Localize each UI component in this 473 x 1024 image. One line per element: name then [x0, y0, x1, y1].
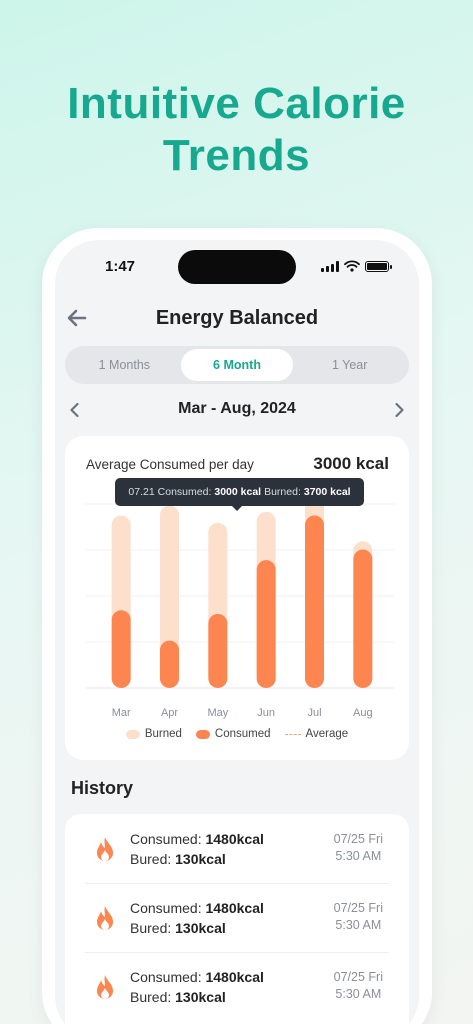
legend-burned-label: Burned [144, 728, 182, 740]
history-time: 5:30 AM [335, 849, 382, 863]
history-burned-label: Bured: [130, 920, 172, 936]
history-item-text: Consumed: 1480kcal Bured: 130kcal [130, 829, 264, 869]
history-item[interactable]: Consumed: 1480kcal Bured: 130kcal 07/25 … [65, 883, 409, 952]
tab-6-month[interactable]: 6 Month [180, 349, 294, 381]
tab-1-year[interactable]: 1 Year [331, 358, 368, 372]
phone-screen: 1:47 Energy Balanced 1 Months 6 Month 1 … [55, 240, 419, 1024]
bar-consumed-jul[interactable] [305, 515, 324, 689]
average-consumed-label: Average Consumed per day [86, 457, 254, 472]
flame-icon [97, 906, 113, 930]
back-arrow-icon[interactable] [65, 306, 89, 330]
status-icons [321, 260, 392, 272]
x-tick-label-aug: Aug [353, 707, 373, 719]
history-item-datetime: 07/25 Fri 5:30 AM [334, 831, 383, 865]
history-burned-label: Bured: [130, 851, 172, 867]
history-burned-label: Bured: [130, 989, 172, 1005]
history-title: History [71, 778, 134, 798]
bar-consumed-jun[interactable] [256, 560, 276, 688]
history-burned-value: 130kcal [175, 920, 226, 936]
history-burned-value: 130kcal [175, 851, 226, 867]
hero-title-line-2: Trends [162, 131, 311, 180]
history-list: Consumed: 1480kcal Bured: 130kcal 07/25 … [65, 814, 409, 1024]
chart-card: Average Consumed per day 3000 kcal Mar Ap… [65, 436, 409, 760]
history-item-datetime: 07/25 Fri 5:30 AM [334, 900, 383, 934]
tooltip-consumed-value: 3000 kcal [214, 486, 262, 498]
hero-title-line-1: Intuitive Calorie [67, 79, 406, 128]
average-consumed-value: 3000 kcal [313, 454, 389, 473]
x-tick-label-may: May [207, 707, 228, 719]
history-date: 07/25 Fri [333, 970, 383, 984]
bar-consumed-mar[interactable] [111, 610, 131, 688]
flame-icon [97, 837, 113, 861]
history-consumed-value: 1480kcal [205, 831, 264, 847]
history-time: 5:30 AM [335, 918, 382, 932]
tab-1-months[interactable]: 1 Months [98, 358, 151, 372]
legend-average-swatch [284, 733, 301, 735]
flame-icon [97, 975, 113, 999]
status-time: 1:47 [105, 258, 136, 275]
wifi-icon [344, 260, 360, 272]
legend-consumed: Consumed [195, 728, 271, 740]
x-tick-label-mar: Mar [112, 707, 131, 719]
history-time: 5:30 AM [335, 987, 382, 1001]
tooltip-consumed-label: Consumed: [157, 486, 212, 498]
legend-average: Average [284, 728, 349, 740]
x-tick-label-jul: Jul [307, 707, 321, 719]
history-burned-value: 130kcal [175, 989, 226, 1005]
history-item[interactable]: Consumed: 1480kcal Bured: 130kcal 07/25 … [65, 952, 409, 1021]
history-consumed-label: Consumed: [130, 900, 202, 916]
battery-icon [365, 260, 392, 272]
history-consumed-value: 1480kcal [205, 969, 264, 985]
x-tick-label-apr: Apr [161, 707, 178, 719]
history-date: 07/25 Fri [333, 832, 383, 846]
legend-consumed-label: Consumed [214, 728, 271, 740]
chevron-left-icon[interactable] [65, 400, 85, 420]
date-range-label: Mar - Aug, 2024 [178, 400, 296, 417]
bar-consumed-may[interactable] [208, 613, 228, 688]
chart-tooltip: 07.21 Consumed: 3000 kcal Burned: 3700 k… [115, 478, 364, 511]
tooltip-burned-value: 3700 kcal [303, 486, 351, 498]
history-item[interactable]: Consumed: 1480kcal Bured: 130kcal 07/25 … [65, 814, 409, 883]
hero-title: Intuitive Calorie Trends [0, 78, 473, 182]
legend-burned: Burned [125, 728, 182, 740]
legend-consumed-swatch [195, 729, 210, 739]
chart-legend: Burned Consumed Average [65, 728, 409, 740]
history-consumed-label: Consumed: [130, 969, 202, 985]
bar-consumed-apr[interactable] [160, 640, 179, 688]
dynamic-island [178, 250, 296, 284]
history-consumed-label: Consumed: [130, 831, 202, 847]
legend-burned-swatch [125, 729, 140, 739]
history-date: 07/25 Fri [333, 901, 383, 915]
history-consumed-value: 1480kcal [205, 900, 264, 916]
legend-average-label: Average [305, 728, 349, 740]
tooltip-burned-label: Burned: [264, 486, 301, 498]
cellular-signal-icon [321, 260, 339, 272]
history-item-text: Consumed: 1480kcal Bured: 130kcal [130, 898, 264, 938]
history-item-text: Consumed: 1480kcal Bured: 130kcal [130, 967, 264, 1007]
date-range-selector: Mar - Aug, 2024 [55, 398, 419, 422]
period-tabs: 1 Months 6 Month 1 Year [65, 346, 409, 384]
tooltip-date: 07.21 [128, 486, 155, 498]
chevron-right-icon[interactable] [389, 400, 409, 420]
page-title: Energy Balanced [155, 307, 319, 329]
history-item-datetime: 07/25 Fri 5:30 AM [334, 969, 383, 1003]
x-tick-label-jun: Jun [257, 707, 275, 719]
bar-consumed-aug[interactable] [353, 549, 373, 688]
